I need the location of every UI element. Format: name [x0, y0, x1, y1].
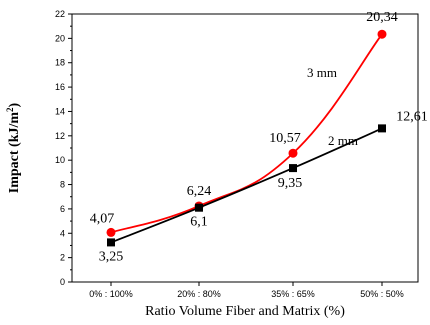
data-label: 3,25: [99, 249, 124, 264]
y-tick-label: 0: [60, 277, 65, 287]
data-label: 6,1: [190, 215, 208, 230]
data-label: 12,61: [396, 109, 428, 124]
y-tick-label: 20: [55, 33, 65, 43]
data-point-2mm: [289, 164, 297, 173]
y-tick-label: 12: [55, 131, 65, 141]
data-point-2mm: [195, 203, 203, 212]
y-tick-label: 6: [60, 204, 65, 214]
y-tick-label: 4: [60, 228, 65, 238]
data-label: 6,24: [187, 184, 212, 199]
x-axis-ticks: 0% : 100% 20% : 80% 35% : 65% 50% : 50%: [89, 282, 404, 299]
y-axis-title: Impact (kJ/m2): [5, 102, 22, 193]
series-label: 3 mm: [307, 65, 337, 80]
x-tick-label: 0% : 100%: [89, 289, 133, 299]
y-axis-ticks: 0 2 4 6 8 10 12 14 16 18 20 22: [55, 9, 72, 287]
data-label: 4,07: [90, 211, 115, 226]
y-tick-label: 2: [60, 253, 65, 263]
data-label: 20,34: [366, 10, 398, 25]
data-point-3mm: [288, 148, 298, 158]
series-line-2-mm: [110, 127, 383, 244]
x-axis-title: Ratio Volume Fiber and Matrix (%): [145, 304, 345, 319]
data-point-2mm: [107, 238, 115, 247]
y-axis-title-superscript: 2: [5, 107, 15, 112]
y-tick-label: 16: [55, 82, 65, 92]
y-axis-title-main: Impact (kJ/m: [7, 112, 22, 194]
data-label: 10,57: [269, 131, 301, 146]
y-tick-label: 8: [60, 180, 65, 190]
y-tick-label: 14: [55, 106, 65, 116]
x-tick-label: 35% : 65%: [271, 289, 315, 299]
data-point-3mm: [377, 29, 387, 39]
x-tick-label: 20% : 80%: [177, 289, 221, 299]
data-point-3mm: [106, 227, 116, 237]
y-tick-label: 10: [55, 155, 65, 165]
x-tick-label: 50% : 50%: [360, 289, 404, 299]
y-tick-label: 22: [55, 9, 65, 19]
series-line-3-mm: [110, 33, 383, 234]
data-point-2mm: [378, 124, 386, 133]
data-labels-layer: 4,07 6,24 10,57 20,34 3 mm 3,25 6,1 9,35 12,61 2 …: [90, 10, 428, 264]
series-label: 2 mm: [328, 133, 358, 148]
y-axis-title-close: ): [7, 102, 22, 107]
data-label: 9,35: [278, 176, 303, 191]
series-layer: [106, 29, 387, 247]
y-tick-label: 18: [55, 58, 65, 68]
plot-frame: [71, 13, 419, 283]
